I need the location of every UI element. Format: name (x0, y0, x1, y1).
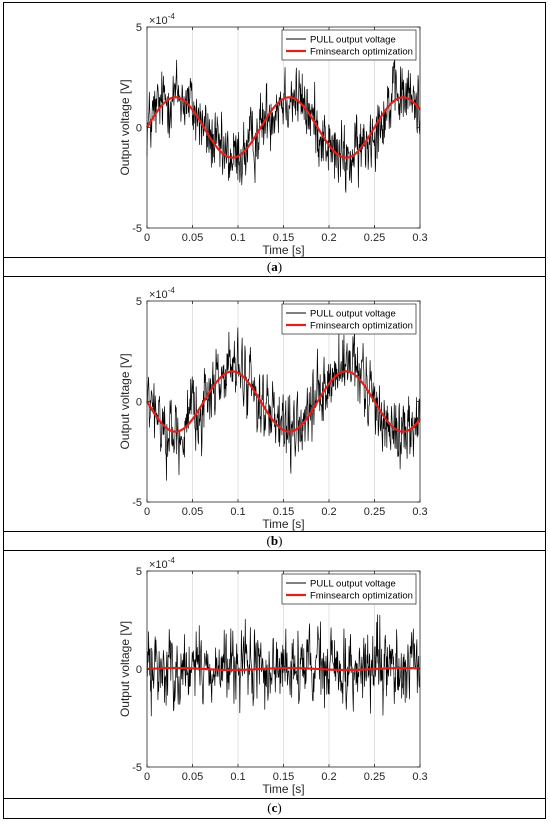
series-fminsearch-line (146, 96, 421, 159)
x-tick-label-5: 0.25 (364, 232, 385, 244)
caption-b-row: (b) (4, 532, 545, 551)
x-tick-label-6: 0.3 (412, 232, 427, 244)
y-exponent-power: -4 (168, 556, 176, 565)
y-exponent-label: ×10-4 (149, 12, 175, 27)
panel-a-row: 0 0.05 0.1 0.15 0.2 0.25 0.3 -5 0 5 ×10-4 Time [s] O… (4, 3, 545, 258)
legend-box (281, 303, 417, 335)
x-tick-label-3: 0.15 (273, 506, 294, 518)
y-axis-label: Output voltage [V] (118, 79, 132, 175)
x-tick-label-3: 0.15 (273, 232, 294, 244)
y-tick-label-1: 0 (136, 397, 142, 409)
y-axis-label: Output voltage [V] (118, 353, 132, 449)
caption-a: a (271, 259, 278, 274)
legend-label-0: PULL output voltage (310, 579, 396, 590)
x-tick-label-0: 0 (144, 506, 150, 518)
x-tick-label-4: 0.2 (321, 506, 336, 518)
series-pull-output-line (146, 614, 421, 717)
legend-label-1: Fminsearch optimization (310, 321, 413, 332)
x-tick-label-5: 0.25 (364, 506, 385, 518)
x-tick-label-2: 0.1 (230, 506, 245, 518)
x-axis-label: Time [s] (262, 243, 304, 257)
y-tick-label-0: -5 (132, 497, 142, 509)
caption-b: b (270, 533, 279, 548)
x-tick-label-1: 0.05 (182, 232, 203, 244)
caption-a-row: (a) (4, 258, 545, 277)
x-tick-label-1: 0.05 (182, 506, 203, 518)
y-exponent-power: -4 (168, 286, 176, 295)
x-tick-label-2: 0.1 (230, 232, 245, 244)
legend-label-0: PULL output voltage (310, 309, 396, 320)
y-axis-label: Output voltage [V] (118, 621, 132, 717)
y-exponent-power: -4 (168, 12, 176, 21)
y-exponent-label: ×10-4 (149, 556, 175, 571)
panel-c-row: 0 0.05 0.1 0.15 0.2 0.25 0.3 -5 0 5 ×10-4 Time [s] O… (4, 551, 545, 799)
series-pull-output-line (146, 327, 421, 481)
x-tick-label-0: 0 (144, 232, 150, 244)
y-tick-label-0: -5 (132, 223, 142, 235)
legend-box (281, 29, 417, 61)
y-tick-label-1: 0 (136, 664, 142, 676)
x-axis-label: Time [s] (262, 782, 304, 796)
series-pull-output-line (146, 50, 421, 193)
y-tick-label-2: 5 (136, 566, 142, 578)
legend-label-0: PULL output voltage (310, 35, 396, 46)
x-tick-label-3: 0.15 (273, 771, 294, 783)
x-tick-label-1: 0.05 (182, 771, 203, 783)
x-tick-label-6: 0.3 (412, 506, 427, 518)
legend-label-1: Fminsearch optimization (310, 591, 413, 602)
panel-b-row: 0 0.05 0.1 0.15 0.2 0.25 0.3 -5 0 5 ×10-4 Time [s] O… (4, 277, 545, 532)
y-exponent-label: ×10-4 (149, 286, 175, 301)
x-tick-label-4: 0.2 (321, 232, 336, 244)
x-tick-label-0: 0 (144, 771, 150, 783)
caption-c-row: (c) (267, 800, 282, 815)
x-tick-label-6: 0.3 (412, 771, 427, 783)
y-tick-label-1: 0 (136, 123, 142, 135)
y-tick-label-2: 5 (136, 22, 142, 34)
caption-c: c (271, 800, 278, 815)
legend-box (281, 573, 417, 605)
x-tick-label-2: 0.1 (230, 771, 245, 783)
x-axis-label: Time [s] (262, 517, 304, 531)
legend-label-1: Fminsearch optimization (310, 47, 413, 58)
y-tick-label-0: -5 (132, 762, 142, 774)
figure-table: 0 0.05 0.1 0.15 0.2 0.25 0.3 -5 0 5 ×10-4 Time [s] O… (3, 2, 546, 819)
x-tick-label-4: 0.2 (321, 771, 336, 783)
series-fminsearch-line (146, 666, 421, 672)
x-tick-label-5: 0.25 (364, 771, 385, 783)
y-tick-label-2: 5 (136, 296, 142, 308)
series-fminsearch-line (146, 370, 421, 433)
